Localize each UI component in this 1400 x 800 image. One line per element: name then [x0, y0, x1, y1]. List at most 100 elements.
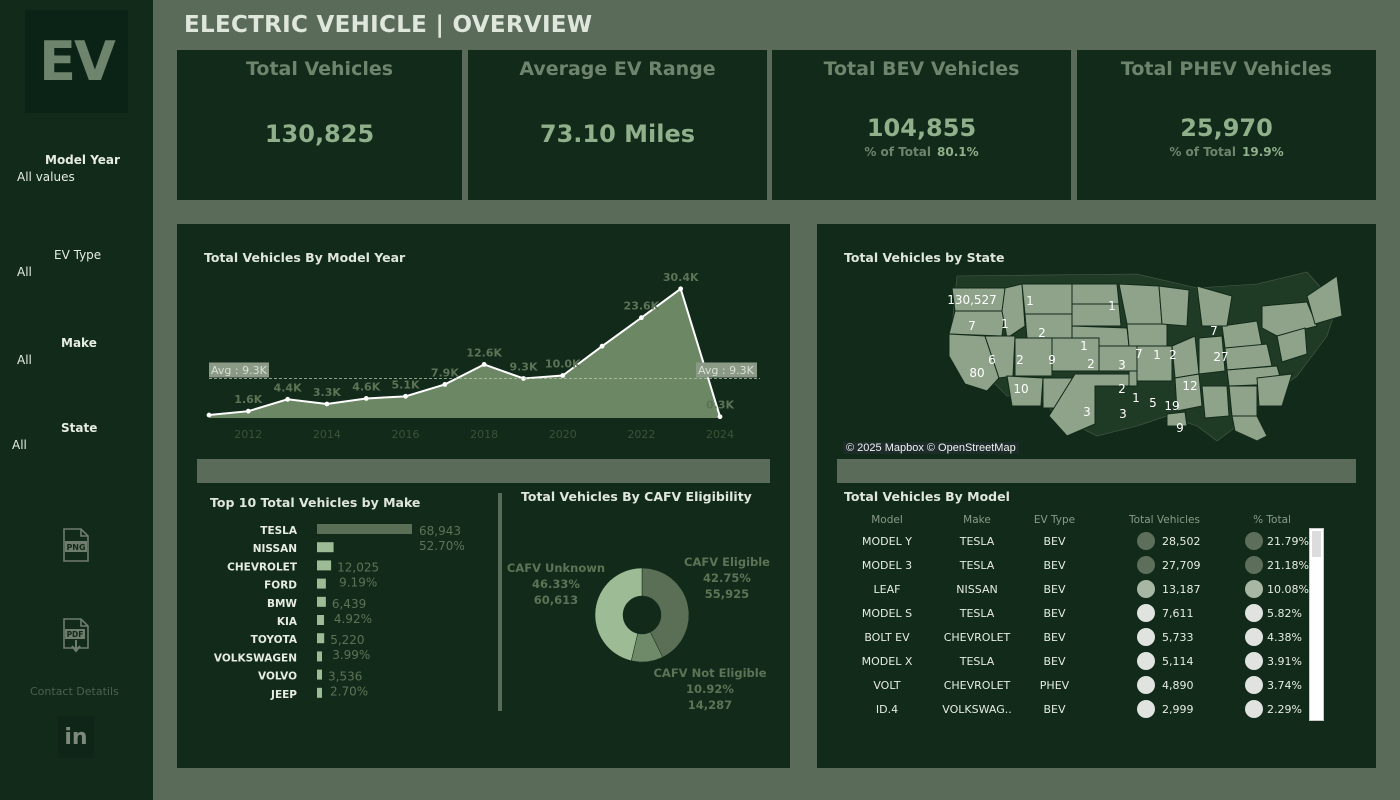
filter-model-year-label: Model Year: [45, 153, 120, 167]
pct-cell: 10.08%: [1267, 583, 1309, 596]
cafv-label-pct: 10.92%: [686, 682, 734, 696]
state-value-label: 1: [1026, 294, 1034, 308]
model-cell: MODEL Y: [862, 535, 912, 548]
x-tick-label: 2018: [470, 428, 498, 441]
bar-pct-label: 52.70%: [419, 539, 465, 553]
state-shape: [1198, 335, 1226, 375]
state-shape: [1196, 285, 1233, 327]
state-shape: [1221, 320, 1263, 349]
bar-category-label: JEEP: [270, 689, 297, 701]
cafv-label-pct: 46.33%: [532, 577, 580, 591]
model-cell: MODEL S: [861, 607, 913, 620]
bar-pct-label: 3.99%: [332, 648, 370, 662]
bar-category-label: KIA: [277, 616, 298, 628]
left-divider: [197, 459, 770, 483]
state-value-label: 9: [1176, 421, 1184, 435]
ev-logo: EV: [25, 10, 128, 113]
model-cell: BOLT EV: [864, 631, 910, 644]
pdf-download-icon[interactable]: PDF: [62, 618, 90, 654]
pct-cell: 21.79%: [1267, 535, 1309, 548]
filter-ev-type-value[interactable]: All: [17, 265, 32, 279]
state-shape: [1071, 303, 1122, 327]
bar-pct-label: 2.70%: [330, 685, 368, 699]
scrollbar-thumb[interactable]: [1312, 531, 1321, 557]
data-label: 12.6K: [466, 346, 502, 359]
pct-circle-mark: [1245, 604, 1263, 622]
state-value-label: 1: [1132, 391, 1140, 405]
total-cell: 4,890: [1162, 679, 1194, 692]
kpi-sub: % of Total 19.9%: [1077, 145, 1376, 159]
total-cell: 13,187: [1162, 583, 1201, 596]
state-shape: [1006, 375, 1044, 407]
data-point: [206, 412, 212, 418]
avg-label-box: [209, 362, 269, 378]
total-circle-mark: [1137, 556, 1155, 574]
data-label: 3.3K: [313, 386, 341, 399]
state-shape: [1024, 313, 1073, 339]
make-cell: CHEVROLET: [943, 631, 1011, 644]
state-shape: [1166, 411, 1188, 427]
state-shape: [1128, 370, 1138, 387]
data-point: [324, 401, 330, 407]
linkedin-icon[interactable]: in: [58, 716, 94, 758]
ev-type-cell: BEV: [1043, 559, 1066, 572]
state-value-label: 19: [1164, 399, 1179, 413]
state-value-label: 10: [1013, 382, 1028, 396]
state-value-label: 1: [1001, 317, 1009, 331]
cafv-label-name: CAFV Not Eligible: [653, 666, 766, 680]
table-scrollbar[interactable]: [1309, 528, 1324, 721]
state-shape: [1306, 275, 1343, 325]
model-cell: LEAF: [873, 583, 901, 596]
total-cell: 28,502: [1162, 535, 1201, 548]
data-point: [638, 315, 644, 321]
data-label: 4.4K: [274, 381, 302, 394]
make-cell: TESLA: [959, 559, 995, 572]
total-cell: 2,999: [1162, 703, 1194, 716]
pct-circle-mark: [1245, 676, 1263, 694]
state-value-label: 7: [968, 319, 976, 333]
data-label: 7.9K: [431, 366, 459, 379]
state-value-label: 2: [1087, 357, 1095, 371]
state-value-label: 130,527: [947, 293, 997, 307]
kpi-average-range: Average EV Range 73.10 Miles: [468, 50, 767, 200]
bar-category-label: CHEVROLET: [227, 561, 298, 573]
bar: [317, 687, 322, 698]
ev-type-cell: PHEV: [1039, 679, 1070, 692]
total-circle-mark: [1137, 652, 1155, 670]
ev-type-cell: BEV: [1043, 631, 1066, 644]
pct-cell: 5.82%: [1267, 607, 1302, 620]
filter-state-value[interactable]: All: [12, 438, 27, 452]
filter-make-value[interactable]: All: [17, 353, 32, 367]
total-cell: 7,611: [1162, 607, 1194, 620]
make-cell: TESLA: [959, 535, 995, 548]
map-attribution[interactable]: © 2025 Mapbox © OpenStreetMap: [843, 442, 1019, 454]
bar: [317, 560, 332, 571]
model-table-title: Total Vehicles By Model: [844, 489, 1010, 504]
data-point: [403, 393, 408, 399]
year-chart-title: Total Vehicles By Model Year: [204, 250, 406, 265]
bar: [317, 615, 325, 625]
cafv-label-name: CAFV Eligible: [684, 555, 770, 569]
state-shape: [1256, 373, 1293, 407]
model-table: Model Make EV Type Total Vehicles % Total MOD…: [837, 510, 1322, 725]
state-value-label: 2: [1016, 353, 1024, 367]
make-cell: CHEVROLET: [943, 679, 1011, 692]
state-value-label: 2: [1118, 382, 1126, 396]
bar-value-label: 5,220: [330, 633, 364, 647]
filter-model-year-value[interactable]: All values: [17, 170, 75, 184]
bar-value-label: 68,943: [419, 524, 461, 538]
state-value-label: 3: [1118, 358, 1126, 372]
kpi-total-bev: Total BEV Vehicles 104,855 % of Total 80.…: [772, 50, 1071, 200]
total-circle-mark: [1137, 628, 1155, 646]
png-file-icon[interactable]: PNG: [62, 528, 90, 562]
avg-label-right: Avg : 9.3K: [698, 364, 755, 377]
kpi-value: 73.10 Miles: [539, 120, 696, 148]
pct-circle-mark: [1245, 628, 1263, 646]
ev-type-cell: BEV: [1043, 583, 1066, 596]
avg-label-left: Avg : 9.3K: [211, 364, 268, 377]
cafv-chart: CAFV Unknown 46.33% 60,613 CAFV Eligible 42.…: [507, 555, 770, 712]
data-label: 1.6K: [234, 393, 262, 406]
contact-details-label[interactable]: Contact Detatils: [30, 685, 119, 698]
kpi-value: 25,970: [1180, 114, 1273, 142]
